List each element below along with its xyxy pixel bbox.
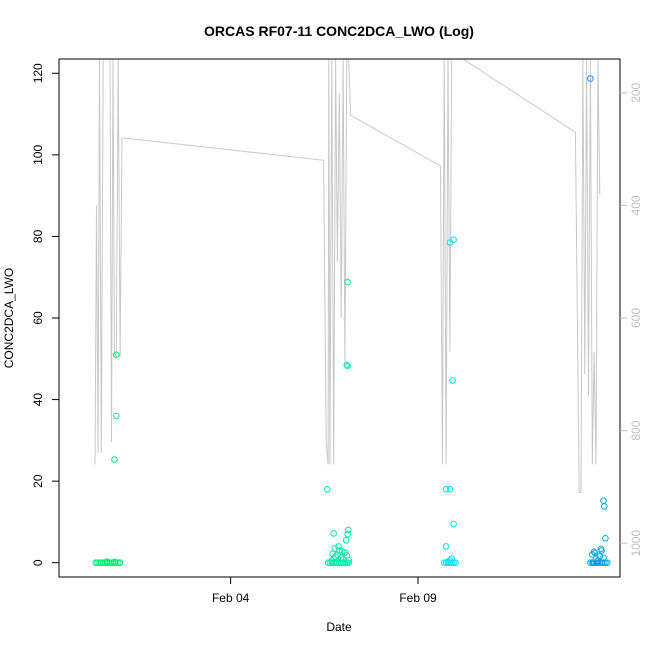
data-point [331,545,339,552]
data-point [446,486,454,493]
data-points-layer [92,75,611,567]
altitude-trace [94,58,601,493]
y-tick-label: 100 [31,145,45,165]
data-point [339,548,346,555]
data-point [446,557,454,564]
chart-title: ORCAS RF07-11 CONC2DCA_LWO (Log) [204,23,474,39]
data-point [113,351,120,359]
data-point [330,555,338,562]
data-point [335,543,342,550]
data-point [600,554,607,562]
y-tick-label: 80 [31,229,45,243]
x-axis: Feb 04 Feb 09 [212,577,437,605]
data-point [587,75,594,82]
data-point [345,557,353,564]
y-tick-label: 120 [31,63,45,83]
data-point [103,558,111,565]
data-point [600,559,607,567]
data-point [334,551,341,558]
data-point [114,559,122,567]
data-point [590,559,597,567]
data-point [601,503,608,510]
y2-axis-altitude: 200 400 600 800 1000 [620,82,643,557]
data-point [344,362,351,370]
y-tick-label: 60 [31,311,45,325]
data-point [452,559,459,567]
y-tick-label: 0 [31,559,45,566]
x-tick-label: Feb 09 [399,591,437,605]
y-axis: 0 20 40 60 80 100 120 [31,63,59,566]
data-point [344,530,351,538]
data-point [597,545,605,553]
x-axis-label: Date [326,620,352,634]
data-point [111,558,118,566]
data-point [593,559,601,567]
data-point [330,530,338,537]
data-point [111,456,118,463]
data-point [450,520,457,528]
data-point [329,550,336,558]
y2-tick-label: 1000 [629,530,643,557]
y-tick-label: 20 [31,474,45,488]
data-point [324,486,331,493]
y2-tick-label: 200 [629,82,643,102]
data-point [328,557,336,565]
data-point [604,559,611,567]
y-tick-label: 40 [31,393,45,407]
data-point [442,543,450,550]
data-point [442,486,450,493]
x-tick-label: Feb 04 [212,591,250,605]
y2-tick-label: 800 [629,420,643,440]
y2-tick-label: 400 [629,195,643,215]
data-point [591,549,599,557]
y2-tick-label: 600 [629,308,643,328]
data-point [344,278,351,286]
data-point [450,236,457,243]
data-point [343,361,351,369]
data-point [449,377,456,384]
data-point [590,548,598,556]
data-point [600,497,607,505]
y-axis-label: CONC2DCA_LWO [2,268,16,368]
data-point [345,526,352,534]
data-point [345,559,353,567]
data-point [342,537,350,544]
altitude-line-layer [94,58,601,493]
data-point [448,555,456,562]
data-point [596,553,604,560]
data-point [602,535,609,542]
data-point [113,412,120,420]
data-point [337,554,345,562]
